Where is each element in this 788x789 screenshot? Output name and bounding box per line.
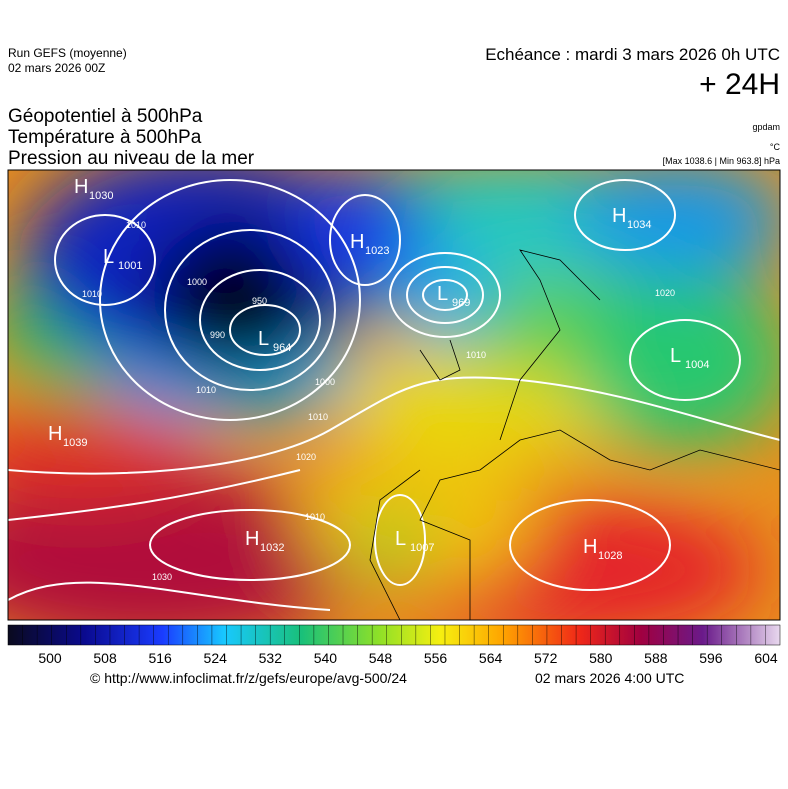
center-type: L [258,328,269,350]
center-value: 1030 [89,190,113,202]
isobar-label: 1020 [655,288,675,298]
colorbar-label: 564 [479,650,503,666]
center-type: H [350,231,364,253]
center-type: L [437,283,448,305]
center-type: H [48,423,62,445]
colorbar-label: 508 [93,650,117,666]
isobar-label: 1010 [305,512,325,522]
isobar-label: 950 [252,296,267,306]
center-value: 1034 [627,219,651,231]
colorbar-label: 516 [148,650,172,666]
coastlines [369,249,780,620]
footer-date: 02 mars 2026 4:00 UTC [535,670,685,686]
center-type: H [245,528,259,550]
center-value: 1028 [598,550,622,562]
center-value: 1032 [260,542,284,554]
center-type: H [583,536,597,558]
unit: gpdam [752,122,780,132]
layer: Pression au niveau de la mer [8,148,255,169]
temperature-field [8,170,780,620]
center-value: 969 [452,297,470,309]
unit: [Max 1038.6 | Min 963.8] hPa [662,156,780,166]
center-type: L [395,528,406,550]
isobar-label: 1000 [187,277,207,287]
colorbar-label: 500 [38,650,62,666]
colorbar-label: 532 [259,650,283,666]
colorbar-label: 524 [204,650,228,666]
isobar-label: 1020 [296,452,316,462]
colorbar-label: 548 [369,650,393,666]
layer: Température à 500hPa [8,127,202,148]
center-type: L [103,246,114,268]
isobar-label: 1010 [196,385,216,395]
isobar-label: 1010 [466,350,486,360]
center-value: 1023 [365,245,389,257]
unit: °C [769,142,780,152]
isobar-label: 990 [210,330,225,340]
isobar-label: 1010 [308,412,328,422]
run-date: 02 mars 2026 00Z [8,61,106,75]
run: Run GEFS (moyenne) [8,46,127,60]
center-value: 1039 [63,437,87,449]
colorbar-label: 596 [699,650,723,666]
footer-url: © http://www.infoclimat.fr/z/gefs/europe… [90,670,407,686]
colorbar-label: 572 [534,650,558,666]
colorbar-label: 556 [424,650,448,666]
center-type: H [74,176,88,198]
colorbar [7,624,781,646]
center-value: 1007 [410,542,434,554]
lead-time: + 24H [699,68,780,101]
center-value: 964 [273,342,291,354]
isobars [8,179,780,611]
colorbar-label: 580 [589,650,613,666]
isobar-label: 1000 [315,377,335,387]
center-value: 1004 [685,359,709,371]
center-type: H [612,205,626,227]
colorbar-label: 540 [314,650,338,666]
isobar-label: 1010 [126,220,146,230]
colorbar-label: 604 [754,650,778,666]
layer: Géopotentiel à 500hPa [8,106,203,127]
isobar-label: 1030 [152,572,172,582]
colorbar-label: 588 [644,650,668,666]
center-value: 1001 [118,260,142,272]
valid-time: Echéance : mardi 3 mars 2026 0h UTC [485,45,780,64]
center-type: L [670,345,681,367]
isobar-label: 1010 [82,289,102,299]
